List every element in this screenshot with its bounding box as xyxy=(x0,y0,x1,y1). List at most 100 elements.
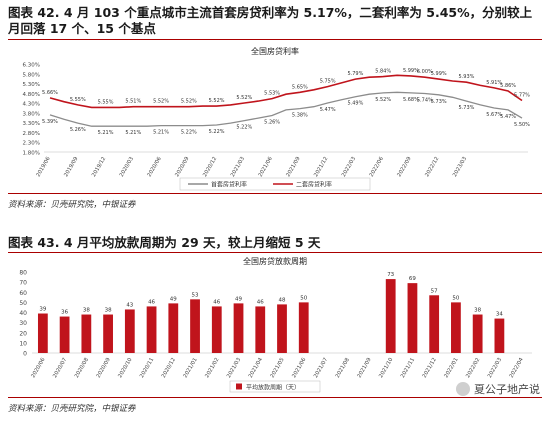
bar-value-label: 50 xyxy=(300,295,307,301)
figure-43-title: 图表 43. 4 月平均放款周期为 29 天，较上月缩短 5 天 xyxy=(8,235,321,250)
chart1-title: 全国房贷利率 xyxy=(251,46,299,56)
chart1-data-label: 5.99% xyxy=(431,71,447,77)
chart1-x-tick: 2023/03 xyxy=(452,156,468,178)
bar xyxy=(81,314,92,353)
chart1-data-label: 5.55% xyxy=(98,99,114,105)
chart2-x-tick: 2021/04 xyxy=(248,356,265,379)
chart2-y-tick: 50 xyxy=(19,300,27,307)
chart1-y-tick: 2.80% xyxy=(23,131,40,137)
bar xyxy=(494,318,505,353)
bar-value-label: 49 xyxy=(235,296,242,302)
chart1-data-label: 5.65% xyxy=(292,84,308,90)
chart1-x-tick: 2021/03 xyxy=(230,156,246,178)
chart2-x-tick: 2020/08 xyxy=(74,356,91,379)
chart1-x-tick: 2020/06 xyxy=(147,155,164,178)
chart1-data-label: 5.73% xyxy=(431,99,447,105)
chart1-data-label: 5.47% xyxy=(500,114,516,120)
chart2-y-tick: 30 xyxy=(19,320,27,327)
chart1-legend-box xyxy=(179,177,371,191)
bar-value-label: 69 xyxy=(409,276,416,282)
chart2-x-tick: 2021/08 xyxy=(335,356,352,379)
chart1-data-label: 5.26% xyxy=(264,120,280,126)
bar xyxy=(37,313,48,353)
bar xyxy=(429,295,440,353)
chart-rule-1 xyxy=(8,193,542,194)
chart2-y-tick: 80 xyxy=(19,270,27,277)
chart1-data-label: 5.66% xyxy=(42,90,58,96)
chart2-y-tick: 20 xyxy=(19,330,27,337)
first-home-rate-line xyxy=(49,91,523,127)
chart2-x-tick: 2020/07 xyxy=(52,357,68,379)
chart1-data-label: 5.84% xyxy=(375,69,391,75)
chart2-x-tick: 2020/09 xyxy=(96,357,112,379)
chart2-legend-swatch xyxy=(236,383,242,390)
chart1-x-tick: 2019/06 xyxy=(36,155,53,178)
bar xyxy=(233,303,244,353)
bar xyxy=(211,306,222,353)
chart1-y-tick: 5.30% xyxy=(23,82,40,88)
chart1-x-tick: 2020/03 xyxy=(119,156,135,178)
chart1-y-tick: 4.30% xyxy=(23,102,40,108)
chart2-x-tick: 2021/05 xyxy=(270,357,286,379)
chart2-title: 全国房贷放款周期 xyxy=(243,256,307,266)
source-note-2: 资料来源：贝壳研究院，中银证券 xyxy=(8,404,136,414)
chart1-x-tick: 2022/06 xyxy=(369,155,386,178)
bar-value-label: 38 xyxy=(105,308,112,314)
chart2-x-tick: 2021/07 xyxy=(313,357,329,379)
bar xyxy=(59,316,70,353)
chart1-x-tick: 2022/09 xyxy=(396,156,412,178)
chart2-x-tick: 2021/09 xyxy=(356,357,372,379)
chart2-x-tick: 2022/03 xyxy=(487,357,503,379)
chart1-y-tick: 1.80% xyxy=(23,151,40,157)
chart1-x-tick: 2020/09 xyxy=(174,156,190,178)
mortgage-rate-line-chart: 全国房贷利率 1.80% 2.30% 2.80% 3.30% 3.80% 4.30% 4.80… xyxy=(23,46,530,191)
bar xyxy=(298,302,309,353)
chart1-data-label: 5.21% xyxy=(98,130,114,136)
chart1-data-label: 5.99% xyxy=(403,68,419,74)
chart2-y-tick: 60 xyxy=(19,290,27,297)
chart1-data-label: 5.93% xyxy=(459,74,475,80)
bar xyxy=(103,314,113,353)
bar-value-label: 36 xyxy=(61,310,68,316)
chart2-x-tick: 2021/01 xyxy=(183,357,199,379)
bar xyxy=(472,314,483,353)
bar-value-label: 50 xyxy=(452,295,459,301)
bar xyxy=(255,306,266,353)
chart1-data-label: 5.75% xyxy=(320,79,336,85)
chart2-x-tick: 2021/03 xyxy=(226,357,242,379)
chart1-data-label: 5.22% xyxy=(236,125,252,131)
bar-value-label: 43 xyxy=(126,302,133,308)
chart1-y-tick: 3.80% xyxy=(23,111,40,117)
chart2-x-tick: 2021/02 xyxy=(204,357,220,379)
bar xyxy=(168,303,179,353)
chart1-data-label: 5.52% xyxy=(181,99,197,105)
chart2-x-tick: 2020/11 xyxy=(139,357,155,379)
chart2-y-tick: 0 xyxy=(23,351,27,358)
chart1-data-label: 5.39% xyxy=(42,119,58,125)
chart1-x-tick: 2021/12 xyxy=(313,156,329,178)
chart1-data-label: 5.91% xyxy=(486,80,502,86)
chart1-y-tick: 6.30% xyxy=(23,63,40,69)
chart1-y-tick: 2.30% xyxy=(23,141,40,147)
chart2-x-tick: 2021/12 xyxy=(422,357,438,379)
chart1-x-tick: 2019/12 xyxy=(91,156,107,178)
watermark: 夏公子地产说 xyxy=(456,381,540,397)
chart1-x-tick: 2022/03 xyxy=(341,156,357,178)
chart2-x-tick: 2022/04 xyxy=(509,356,526,379)
chart1-data-label: 5.55% xyxy=(70,97,86,103)
chart2-x-tick: 2020/10 xyxy=(117,356,134,379)
second-home-rate-line xyxy=(49,74,523,109)
bar xyxy=(407,283,418,353)
chart2-x-tick: 2021/11 xyxy=(400,357,416,379)
chart1-data-label: 5.86% xyxy=(500,83,516,89)
chart1-data-label: 5.21% xyxy=(153,130,169,136)
bar-value-label: 38 xyxy=(474,308,481,314)
chart-rule-2 xyxy=(8,397,542,398)
chart1-x-tick: 2020/12 xyxy=(202,156,218,178)
bar-value-label: 46 xyxy=(257,299,264,305)
chart1-data-label: 5.53% xyxy=(264,91,280,97)
chart1-data-label: 6.00% xyxy=(417,69,433,75)
bar xyxy=(451,302,461,353)
chart1-data-label: 5.52% xyxy=(375,97,391,103)
chart1-data-label: 5.77% xyxy=(514,92,530,98)
